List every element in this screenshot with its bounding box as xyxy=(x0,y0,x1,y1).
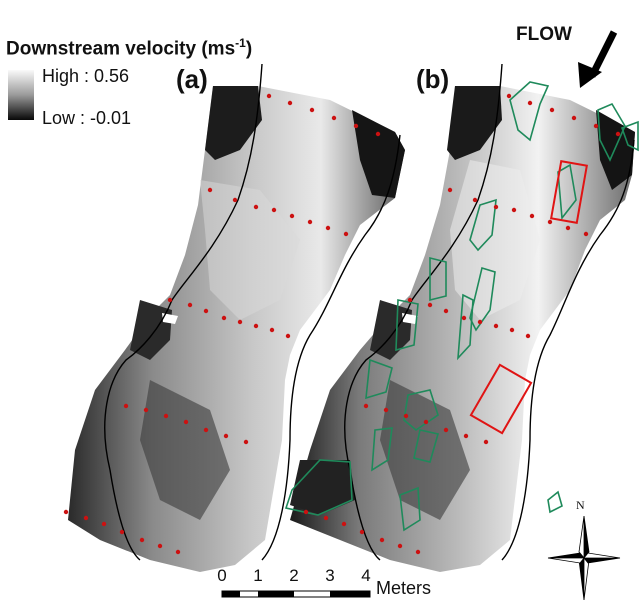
highlight-boxes xyxy=(469,160,588,435)
panel-b-velocity-raster xyxy=(290,86,635,572)
panel-a-label: (a) xyxy=(176,64,208,94)
scale-unit-label: Meters xyxy=(376,578,432,598)
flow-label: FLOW xyxy=(516,24,572,45)
scale-tick-0: 0 xyxy=(217,566,227,585)
scale-tick-3: 3 xyxy=(325,566,335,585)
scale-bar xyxy=(221,590,371,598)
north-arrow-icon xyxy=(547,515,621,601)
contour-lines xyxy=(104,63,635,561)
scale-tick-1: 1 xyxy=(253,566,263,585)
panel-b-white-artifact xyxy=(402,313,418,324)
panel-a-white-artifact xyxy=(162,313,178,324)
legend-high-label: High : 0.56 xyxy=(42,66,130,86)
panel-a-velocity-raster xyxy=(68,86,405,572)
north-label: N xyxy=(576,498,585,512)
zone-outlines xyxy=(284,81,639,532)
legend-color-ramp xyxy=(8,70,34,120)
legend-low-label: Low : -0.01 xyxy=(42,108,132,128)
legend-title: Downstream velocity (ms-1) xyxy=(6,36,253,60)
scale-tick-4: 4 xyxy=(361,566,371,585)
flow-arrow-icon xyxy=(578,30,618,88)
scale-tick-2: 2 xyxy=(289,566,299,585)
panel-b-label: (b) xyxy=(416,64,450,94)
sample-points xyxy=(63,93,621,555)
